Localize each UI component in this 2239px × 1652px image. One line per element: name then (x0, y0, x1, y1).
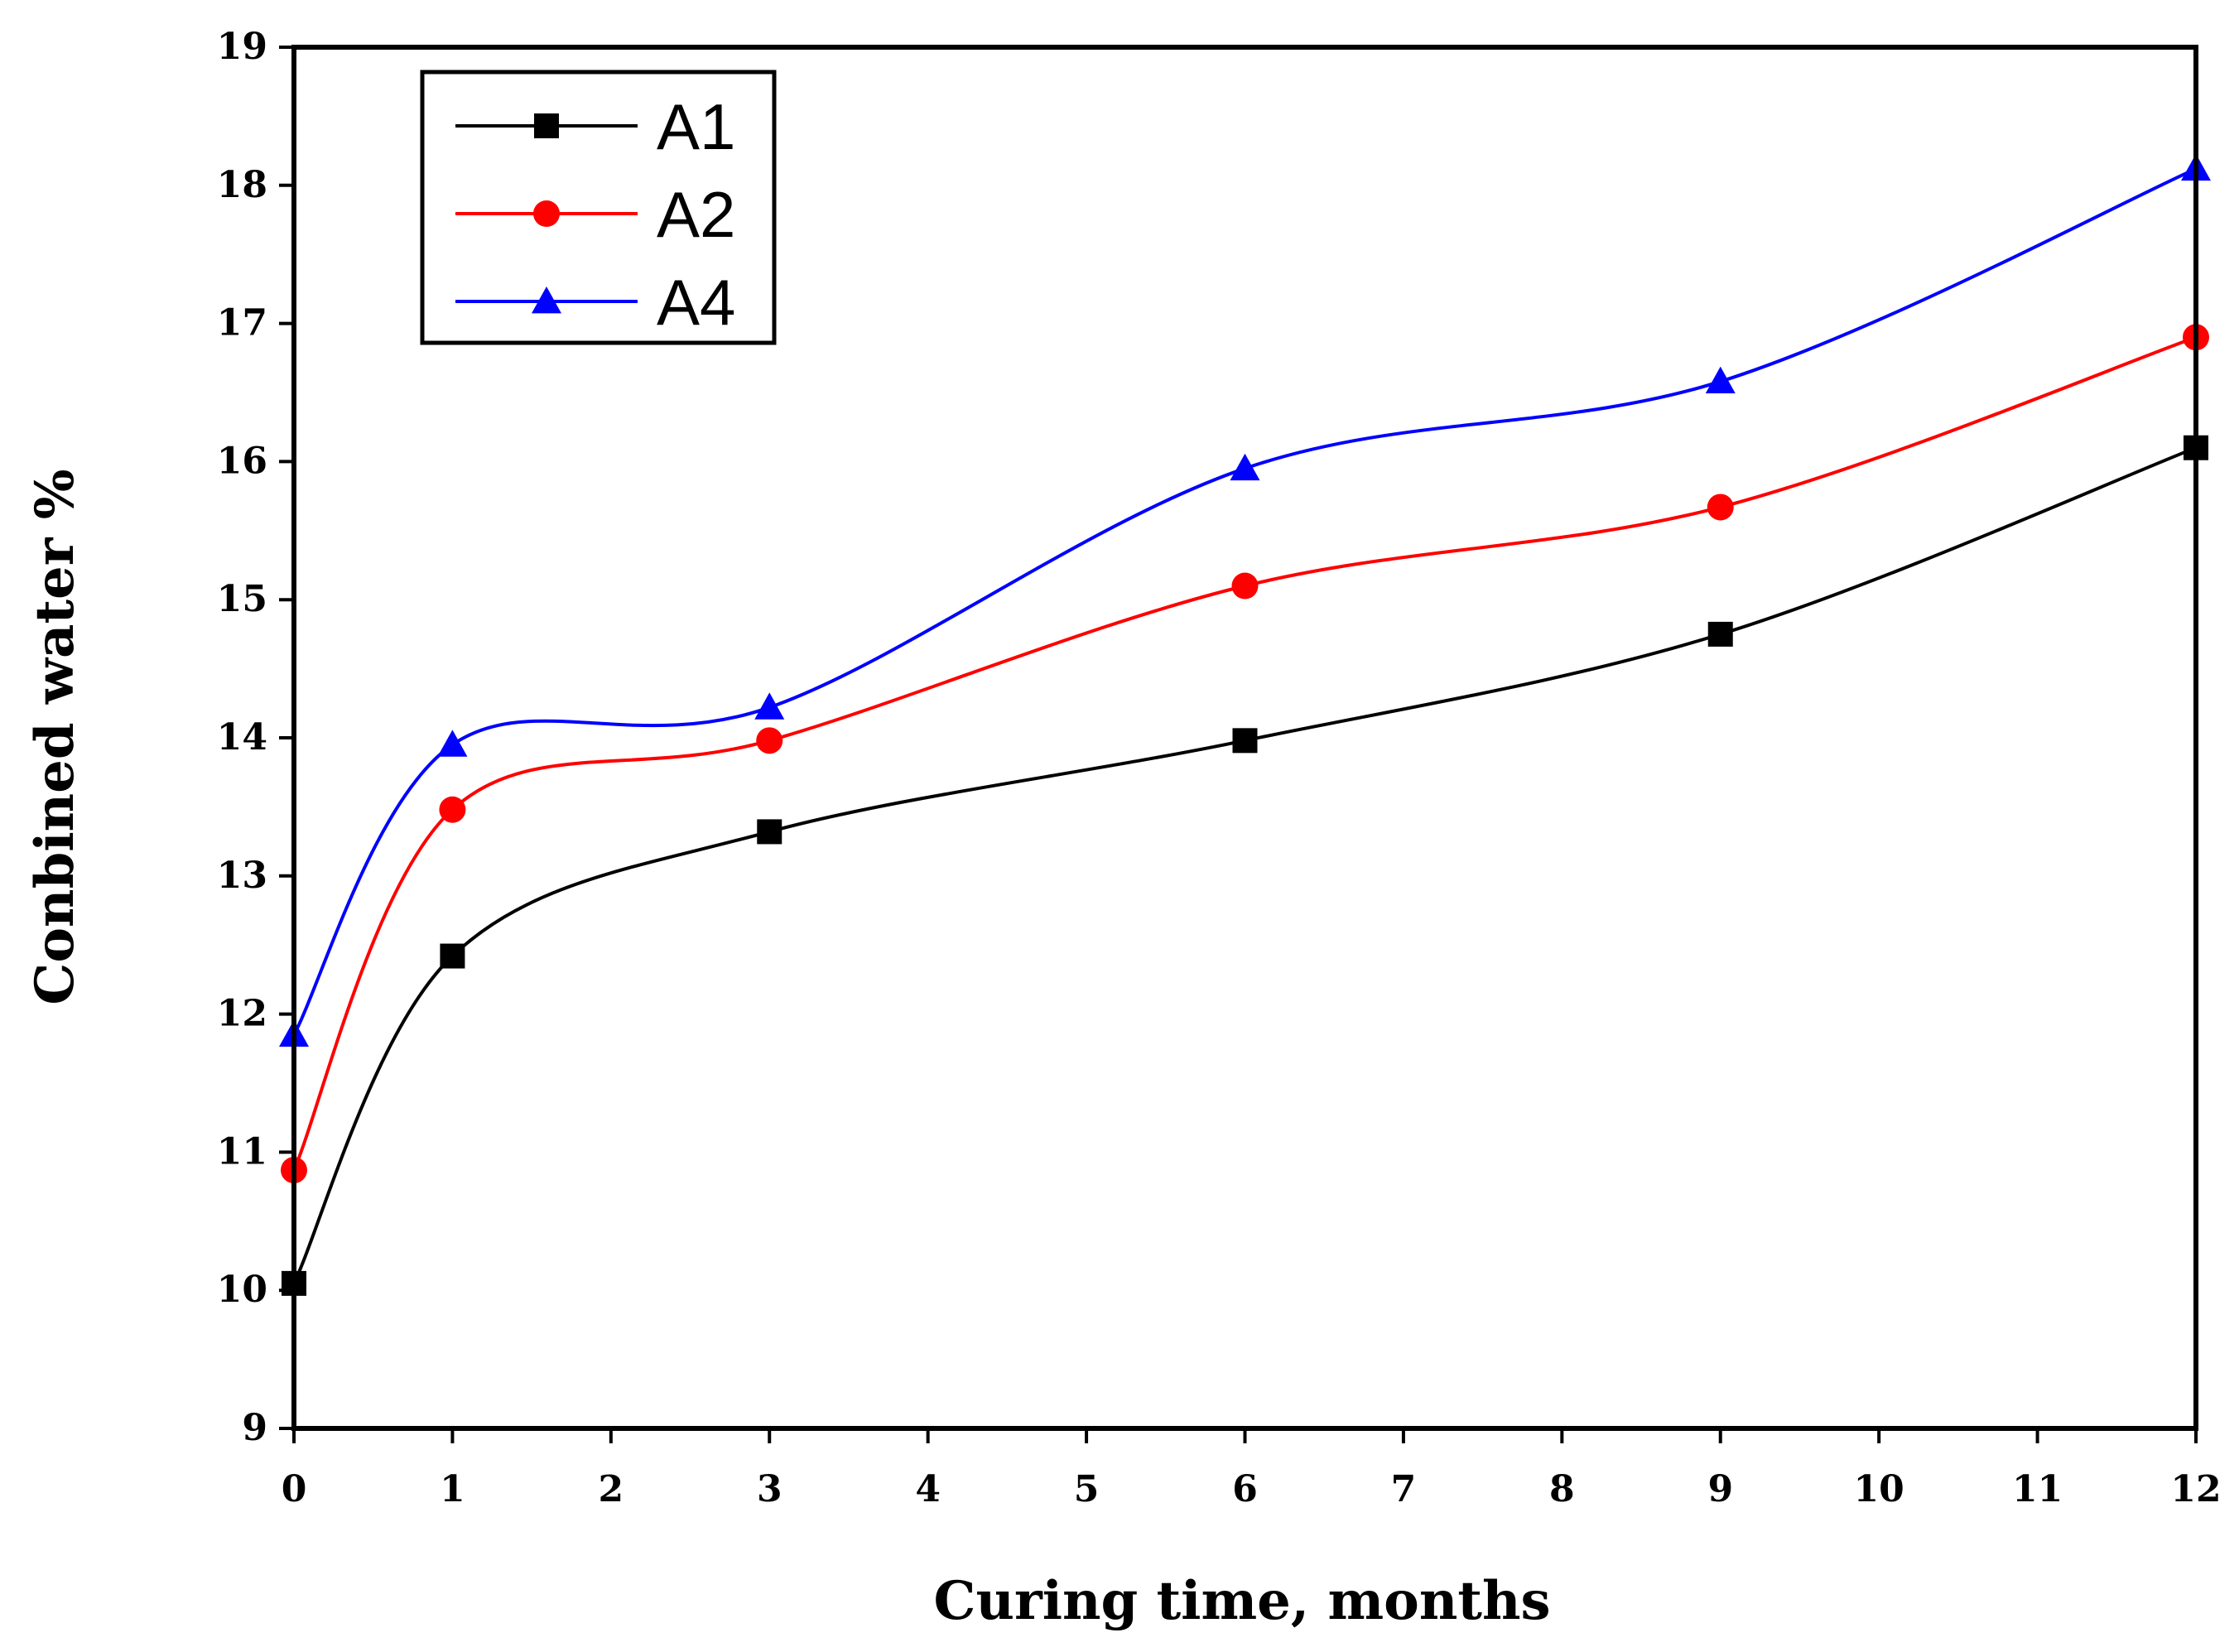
y-tick-label: 9 (242, 1407, 267, 1449)
y-tick-label: 10 (217, 1269, 267, 1311)
legend-marker-a4 (532, 287, 561, 314)
x-tick-label: 5 (1074, 1468, 1100, 1510)
data-point-a1 (1232, 728, 1258, 754)
legend-marker-a1 (534, 113, 559, 138)
legend: A1 A2 A4 (420, 70, 777, 345)
x-tick-label: 9 (1707, 1468, 1733, 1510)
x-tick-label: 12 (2170, 1468, 2221, 1510)
x-tick-label: 3 (757, 1468, 782, 1510)
legend-label-a2: A2 (657, 178, 735, 251)
legend-marker-a2 (533, 200, 560, 227)
data-point-a1 (757, 819, 782, 845)
y-tick-label: 11 (217, 1130, 267, 1173)
data-point-a2 (439, 796, 466, 823)
data-point-a1 (440, 943, 465, 969)
series-line-a2 (292, 335, 2197, 1171)
x-tick-label: 11 (2012, 1468, 2063, 1510)
data-point-a4 (1705, 366, 1736, 394)
x-tick-label: 0 (282, 1468, 307, 1510)
x-tick-label: 2 (599, 1468, 624, 1510)
legend-label-a1: A1 (657, 90, 735, 163)
x-axis-title: Curing time, months (934, 1570, 1551, 1632)
x-tick-label: 8 (1549, 1468, 1575, 1510)
x-tick-label: 1 (440, 1468, 465, 1510)
y-tick-label: 15 (217, 578, 267, 620)
y-tick-label: 17 (217, 302, 267, 344)
y-tick-label: 13 (217, 855, 267, 897)
series-line-a1 (292, 446, 2197, 1284)
data-point-a1 (1707, 621, 1733, 647)
x-tick-label: 7 (1391, 1468, 1417, 1510)
series-layer (279, 153, 2211, 1296)
x-tick-label: 6 (1232, 1468, 1258, 1510)
data-point-a2 (1707, 494, 1734, 521)
legend-label-a4: A4 (657, 266, 735, 339)
x-tick-label: 4 (915, 1468, 941, 1510)
data-point-a4 (754, 692, 785, 720)
y-tick-label: 18 (217, 164, 267, 206)
y-tick-label: 19 (217, 26, 267, 68)
y-tick-label: 16 (217, 440, 267, 482)
y-tick-label: 14 (217, 716, 267, 759)
data-point-a2 (1231, 572, 1259, 600)
x-tick-label: 10 (1854, 1468, 1904, 1510)
data-point-a4 (437, 730, 468, 757)
y-tick-label: 12 (217, 993, 267, 1035)
data-point-a4 (1230, 453, 1260, 481)
legend-box (420, 70, 777, 345)
y-axis-title: Conbined water % (24, 469, 86, 1004)
data-point-a2 (756, 727, 783, 754)
